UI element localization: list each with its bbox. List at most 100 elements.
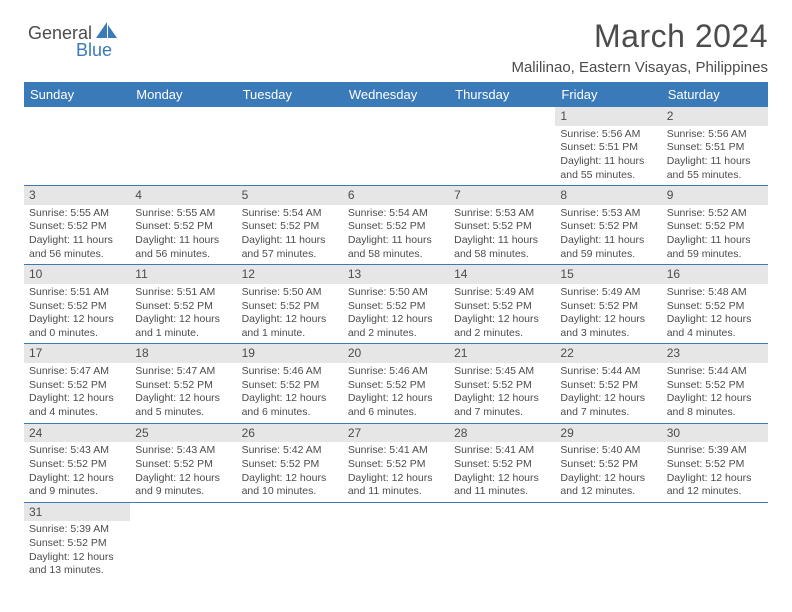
daylight-text-2: and 7 minutes.: [560, 406, 629, 418]
day-header: Tuesday: [237, 82, 343, 107]
daylight-text-1: Daylight: 12 hours: [560, 313, 645, 325]
sunset-text: Sunset: 5:52 PM: [135, 300, 213, 312]
day-details: Sunrise: 5:44 AM Sunset: 5:52 PMDaylight:…: [662, 363, 768, 423]
calendar-cell: 21Sunrise: 5:45 AMSunset: 5:52 PMDayligh…: [449, 344, 555, 423]
day-number: 29: [555, 424, 661, 443]
daylight-text-1: Daylight: 12 hours: [667, 392, 752, 404]
day-number: 10: [24, 265, 130, 284]
daylight-text-2: and 1 minute.: [242, 327, 306, 339]
sunrise-text: Sunrise: 5:56 AM: [667, 128, 747, 140]
calendar-cell: 28Sunrise: 5:41 AMSunset: 5:52 PMDayligh…: [449, 423, 555, 502]
day-number: 19: [237, 344, 343, 363]
sunrise-text: Sunrise: 5:40 AM: [560, 444, 640, 456]
calendar-cell: 31Sunrise: 5:39 AMSunset: 5:52 PMDayligh…: [24, 502, 130, 581]
day-number: 16: [662, 265, 768, 284]
day-number: 23: [662, 344, 768, 363]
daylight-text-2: and 5 minutes.: [135, 406, 204, 418]
sunrise-text: Sunrise: 5:50 AM: [242, 286, 322, 298]
sunrise-text: Sunrise: 5:44 AM: [560, 365, 640, 377]
day-number: 20: [343, 344, 449, 363]
day-number: 25: [130, 424, 236, 443]
logo-text-blue: Blue: [76, 40, 112, 61]
daylight-text-2: and 59 minutes.: [560, 248, 635, 260]
daylight-text-1: Daylight: 11 hours: [667, 234, 751, 246]
sunrise-text: Sunrise: 5:43 AM: [135, 444, 215, 456]
daylight-text-2: and 2 minutes.: [348, 327, 417, 339]
sunrise-text: Sunrise: 5:55 AM: [29, 207, 109, 219]
daylight-text-1: Daylight: 12 hours: [667, 313, 752, 325]
sunset-text: Sunset: 5:52 PM: [29, 300, 107, 312]
daylight-text-2: and 6 minutes.: [348, 406, 417, 418]
day-number: 6: [343, 186, 449, 205]
daylight-text-1: Daylight: 12 hours: [667, 472, 752, 484]
sunset-text: Sunset: 5:52 PM: [348, 458, 426, 470]
sunset-text: Sunset: 5:51 PM: [667, 141, 745, 153]
day-number: 1: [555, 107, 661, 126]
daylight-text-1: Daylight: 12 hours: [348, 472, 433, 484]
daylight-text-1: Daylight: 12 hours: [29, 472, 114, 484]
day-number: 21: [449, 344, 555, 363]
calendar-cell: 19Sunrise: 5:46 AMSunset: 5:52 PMDayligh…: [237, 344, 343, 423]
sunrise-text: Sunrise: 5:52 AM: [667, 207, 747, 219]
sunset-text: Sunset: 5:52 PM: [454, 300, 532, 312]
sunrise-text: Sunrise: 5:51 AM: [29, 286, 109, 298]
sunset-text: Sunset: 5:52 PM: [560, 379, 638, 391]
day-details: Sunrise: 5:43 AMSunset: 5:52 PMDaylight:…: [130, 442, 236, 502]
daylight-text-1: Daylight: 11 hours: [242, 234, 326, 246]
daylight-text-2: and 13 minutes.: [29, 564, 104, 576]
daylight-text-1: Daylight: 12 hours: [135, 392, 220, 404]
sunset-text: Sunset: 5:52 PM: [560, 300, 638, 312]
sunrise-text: Sunrise: 5:54 AM: [242, 207, 322, 219]
daylight-text-2: and 0 minutes.: [29, 327, 98, 339]
day-details: Sunrise: 5:46 AMSunset: 5:52 PMDaylight:…: [343, 363, 449, 423]
sunset-text: Sunset: 5:52 PM: [454, 220, 532, 232]
sunrise-text: Sunrise: 5:44 AM: [667, 365, 747, 377]
daylight-text-2: and 56 minutes.: [29, 248, 104, 260]
sunset-text: Sunset: 5:52 PM: [667, 458, 745, 470]
sunset-text: Sunset: 5:52 PM: [667, 220, 745, 232]
header: March 2024 Malilinao, Eastern Visayas, P…: [24, 18, 768, 76]
calendar-week-row: 24Sunrise: 5:43 AMSunset: 5:52 PMDayligh…: [24, 423, 768, 502]
day-number: 24: [24, 424, 130, 443]
day-details: Sunrise: 5:49 AMSunset: 5:52 PMDaylight:…: [449, 284, 555, 344]
day-details: Sunrise: 5:54 AMSunset: 5:52 PMDaylight:…: [343, 205, 449, 265]
daylight-text-1: Daylight: 12 hours: [242, 313, 327, 325]
daylight-text-1: Daylight: 12 hours: [242, 472, 327, 484]
sunset-text: Sunset: 5:52 PM: [667, 379, 745, 391]
sunrise-text: Sunrise: 5:56 AM: [560, 128, 640, 140]
day-details: Sunrise: 5:48 AMSunset: 5:52 PMDaylight:…: [662, 284, 768, 344]
sunset-text: Sunset: 5:52 PM: [242, 300, 320, 312]
day-details: Sunrise: 5:39 AMSunset: 5:52 PMDaylight:…: [24, 521, 130, 581]
daylight-text-2: and 59 minutes.: [667, 248, 742, 260]
sunset-text: Sunset: 5:52 PM: [348, 300, 426, 312]
calendar-cell: 18Sunrise: 5:47 AMSunset: 5:52 PMDayligh…: [130, 344, 236, 423]
day-number: 30: [662, 424, 768, 443]
daylight-text-2: and 57 minutes.: [242, 248, 317, 260]
day-header: Monday: [130, 82, 236, 107]
sunset-text: Sunset: 5:52 PM: [29, 220, 107, 232]
daylight-text-2: and 3 minutes.: [560, 327, 629, 339]
daylight-text-1: Daylight: 12 hours: [560, 472, 645, 484]
sunset-text: Sunset: 5:52 PM: [29, 458, 107, 470]
daylight-text-1: Daylight: 12 hours: [454, 472, 539, 484]
daylight-text-1: Daylight: 11 hours: [560, 155, 644, 167]
daylight-text-1: Daylight: 12 hours: [454, 313, 539, 325]
calendar-cell: [662, 502, 768, 581]
daylight-text-2: and 12 minutes.: [667, 485, 742, 497]
calendar-cell: 5Sunrise: 5:54 AMSunset: 5:52 PMDaylight…: [237, 186, 343, 265]
daylight-text-1: Daylight: 11 hours: [454, 234, 538, 246]
sunset-text: Sunset: 5:52 PM: [560, 220, 638, 232]
daylight-text-2: and 7 minutes.: [454, 406, 523, 418]
calendar-cell: 29Sunrise: 5:40 AMSunset: 5:52 PMDayligh…: [555, 423, 661, 502]
calendar-week-row: 17Sunrise: 5:47 AMSunset: 5:52 PMDayligh…: [24, 344, 768, 423]
daylight-text-2: and 55 minutes.: [667, 169, 742, 181]
daylight-text-1: Daylight: 12 hours: [135, 313, 220, 325]
day-details: Sunrise: 5:53 AMSunset: 5:52 PMDaylight:…: [555, 205, 661, 265]
day-details: Sunrise: 5:56 AMSunset: 5:51 PMDaylight:…: [662, 126, 768, 186]
day-details: Sunrise: 5:45 AMSunset: 5:52 PMDaylight:…: [449, 363, 555, 423]
day-details: Sunrise: 5:47 AMSunset: 5:52 PMDaylight:…: [24, 363, 130, 423]
sunrise-text: Sunrise: 5:43 AM: [29, 444, 109, 456]
daylight-text-2: and 6 minutes.: [242, 406, 311, 418]
day-details: Sunrise: 5:50 AM Sunset: 5:52 PMDaylight:…: [237, 284, 343, 344]
sunset-text: Sunset: 5:52 PM: [135, 379, 213, 391]
